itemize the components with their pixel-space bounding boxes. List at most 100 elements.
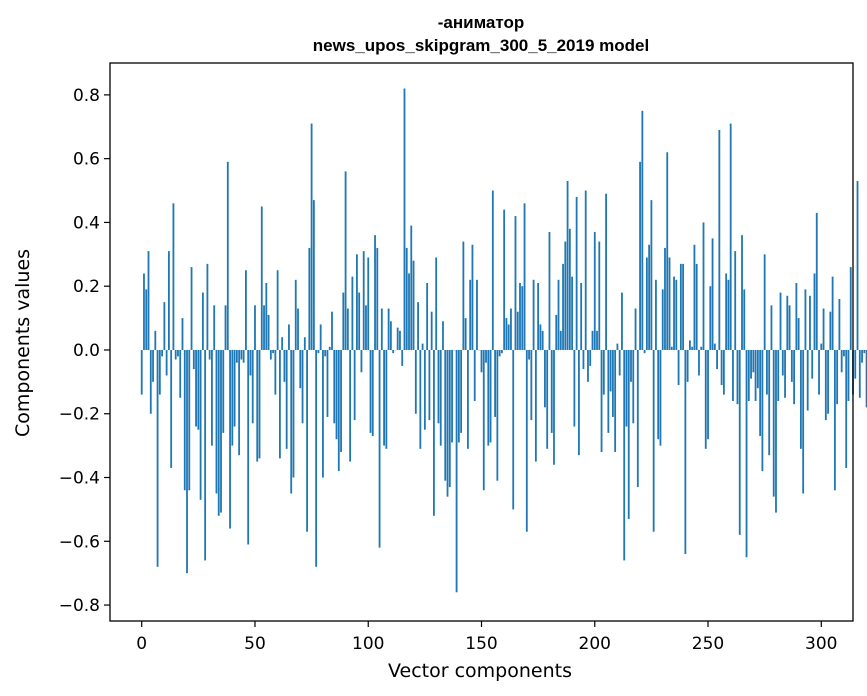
- bar-145: [469, 279, 472, 350]
- bar-277: [768, 349, 771, 456]
- bar-113: [396, 327, 399, 350]
- bar-131: [437, 349, 440, 424]
- bar-230: [661, 289, 664, 350]
- bar-233: [668, 257, 671, 350]
- bar-208: [611, 349, 614, 417]
- bar-250: [707, 349, 709, 440]
- bar-186: [562, 263, 564, 350]
- bar-68: [294, 279, 297, 350]
- bar-142: [462, 241, 465, 350]
- bar-316: [856, 180, 859, 350]
- bar-5: [152, 349, 154, 382]
- bar-231: [664, 247, 666, 350]
- bar-282: [779, 292, 782, 350]
- bar-152: [485, 349, 487, 363]
- bar-270: [752, 349, 755, 373]
- bar-38: [226, 161, 229, 350]
- bar-210: [616, 343, 619, 350]
- bar-257: [722, 349, 725, 395]
- bar-214: [625, 349, 628, 427]
- bar-272: [756, 349, 759, 389]
- bar-61: [278, 349, 281, 459]
- bar-258: [725, 273, 728, 350]
- bar-246: [698, 349, 700, 376]
- bar-172: [530, 349, 533, 421]
- bar-106: [380, 308, 383, 350]
- bar-224: [648, 244, 651, 350]
- bar-81: [324, 349, 327, 357]
- bar-190: [571, 276, 574, 350]
- bar-132: [439, 349, 442, 446]
- bar-43: [238, 349, 241, 456]
- bar-262: [734, 251, 737, 350]
- bar-203: [600, 349, 603, 452]
- bar-223: [645, 257, 648, 350]
- bar-148: [476, 279, 478, 350]
- bar-232: [666, 152, 669, 350]
- bar-154: [489, 349, 492, 443]
- bar-67: [292, 349, 295, 478]
- bar-173: [532, 279, 535, 350]
- bar-62: [281, 337, 284, 350]
- bar-127: [428, 349, 431, 421]
- bar-65: [288, 324, 290, 350]
- bar-54: [263, 305, 265, 350]
- bar-51: [256, 349, 259, 462]
- x-tick-label: 100: [352, 634, 384, 654]
- bar-8: [158, 349, 161, 395]
- bar-198: [589, 349, 592, 366]
- bar-188: [566, 180, 569, 350]
- bar-213: [623, 349, 626, 561]
- bar-204: [602, 349, 605, 395]
- chart-title-line-1: -аниматор: [438, 13, 525, 32]
- bar-193: [578, 349, 580, 456]
- bar-130: [435, 257, 438, 350]
- bar-71: [301, 349, 304, 424]
- bar-206: [607, 349, 610, 433]
- bar-295: [809, 295, 811, 350]
- bar-15: [174, 349, 177, 360]
- bar-320: [865, 349, 867, 408]
- bar-52: [258, 349, 261, 459]
- bar-31: [211, 349, 213, 446]
- bar-46: [245, 270, 247, 350]
- bar-197: [587, 349, 589, 382]
- x-tick-label: 200: [579, 634, 611, 654]
- x-tick-label: 0: [136, 634, 147, 654]
- bar-115: [401, 349, 404, 366]
- bar-104: [376, 247, 379, 350]
- bar-315: [854, 349, 857, 379]
- bar-105: [378, 349, 381, 548]
- bar-44: [240, 349, 243, 360]
- bar-99: [365, 305, 367, 350]
- bar-169: [523, 203, 526, 350]
- bar-274: [761, 349, 764, 472]
- bar-160: [503, 209, 506, 350]
- bar-271: [754, 349, 757, 401]
- bar-63: [283, 349, 286, 382]
- bar-97: [360, 349, 363, 373]
- chart-title-line-2: news_upos_skipgram_300_5_2019 model: [313, 36, 649, 55]
- bar-11: [165, 349, 168, 376]
- bar-306: [833, 349, 836, 491]
- x-tick-label: 150: [465, 634, 497, 654]
- y-tick-label: 0.2: [73, 277, 100, 297]
- bar-19: [183, 349, 186, 491]
- bar-249: [704, 349, 707, 449]
- bar-240: [684, 349, 687, 555]
- bar-126: [426, 283, 429, 350]
- bar-135: [446, 349, 449, 497]
- bar-289: [795, 283, 798, 350]
- bar-77: [315, 349, 318, 567]
- bar-191: [573, 349, 576, 427]
- bar-20: [186, 349, 188, 574]
- bar-164: [512, 349, 515, 510]
- bar-29: [206, 263, 209, 350]
- bar-79: [319, 324, 322, 350]
- bar-9: [161, 349, 163, 357]
- bar-307: [836, 349, 839, 405]
- bar-236: [675, 279, 678, 350]
- bar-147: [473, 349, 476, 401]
- bar-10: [163, 302, 166, 350]
- bar-275: [763, 254, 766, 350]
